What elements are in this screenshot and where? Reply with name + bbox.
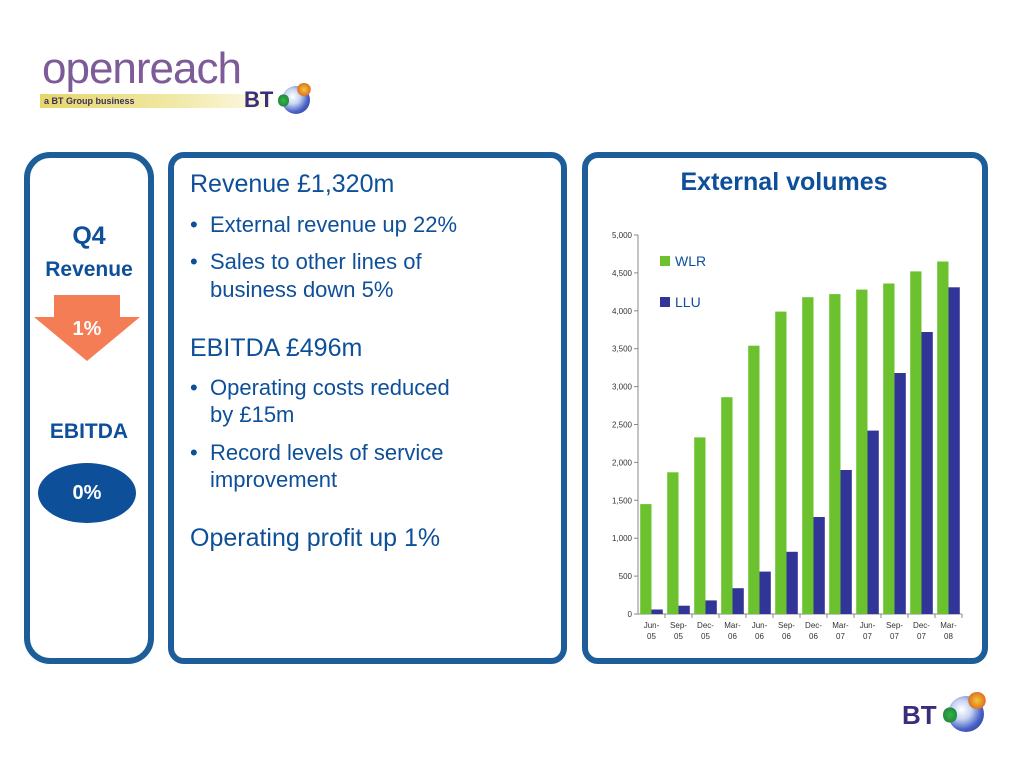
x-tick-label: Dec- (697, 621, 714, 630)
bar-wlr (667, 472, 679, 614)
bar-llu (705, 600, 717, 614)
x-tick-label: 05 (647, 632, 656, 641)
revenue-bullet-2-line-1: Sales to other lines of (210, 249, 422, 274)
chart-title: External volumes (680, 168, 888, 196)
bar-llu (786, 551, 798, 614)
external-volumes-chart: 0 500 1,000 1,500 2,000 2,500 3,000 3,500 4,000 4… (612, 231, 963, 641)
footer-bt-logo: BT (902, 692, 992, 736)
y-tick-label: 3,500 (612, 345, 633, 354)
revenue-bullet-1: External revenue up 22% (210, 212, 458, 237)
x-tick-label: 06 (809, 632, 818, 641)
footer-bt-text: BT (902, 700, 937, 730)
bar-llu (759, 571, 771, 614)
bar-wlr (802, 297, 814, 614)
ebitda-bullet-1-line-2: by £15m (210, 402, 295, 427)
bar-llu (840, 470, 852, 614)
bar-llu (894, 373, 906, 614)
ebitda-bullet-2-line-1: Record levels of service (210, 440, 444, 465)
x-tick-label: 05 (674, 632, 683, 641)
x-tick-label: 06 (728, 632, 737, 641)
footer-bt-globe-icon (942, 692, 986, 732)
ebitda-change-badge: 0% (38, 463, 136, 523)
x-tick-label: 07 (917, 632, 926, 641)
bullet-dot: • (190, 375, 198, 400)
q4-period-label: Q4 (72, 222, 106, 250)
x-tick-label: 05 (701, 632, 710, 641)
x-tick-label: Sep- (670, 621, 687, 630)
x-tick-label: Jun- (752, 621, 768, 630)
bullet-dot: • (190, 212, 198, 237)
x-tick-label: Mar- (940, 621, 957, 630)
y-tick-label: 3,000 (612, 383, 633, 392)
legend-swatch-wlr (660, 256, 670, 266)
y-tick-label: 5,000 (612, 231, 633, 240)
y-tick-label: 1,500 (612, 496, 633, 505)
x-tick-label: Sep- (886, 621, 903, 630)
bar-wlr (829, 294, 841, 614)
bar-llu (867, 430, 879, 614)
bar-llu (948, 287, 960, 614)
bar-llu (813, 517, 825, 614)
x-tick-label: 08 (944, 632, 953, 641)
x-tick-label: Dec- (913, 621, 930, 630)
x-tick-label: 07 (863, 632, 872, 641)
operating-profit-line: Operating profit up 1% (190, 524, 441, 552)
bar-wlr (775, 311, 787, 614)
bar-wlr (883, 283, 895, 614)
y-tick-label: 2,000 (612, 458, 633, 467)
ebitda-change: 0% (72, 482, 102, 504)
q4-panel (24, 152, 154, 664)
x-tick-label: Mar- (724, 621, 741, 630)
revenue-heading: Revenue £1,320m (190, 170, 395, 198)
bar-llu (651, 609, 663, 614)
logo-bt-text: BT (244, 87, 274, 112)
bar-wlr (694, 437, 706, 614)
x-tick-label: Mar- (832, 621, 849, 630)
x-tick-label: 07 (890, 632, 899, 641)
bullet-dot: • (190, 249, 198, 274)
ebitda-bullet-1-line-1: Operating costs reduced (210, 375, 450, 400)
ebitda-label: EBITDA (49, 420, 129, 443)
bar-llu (732, 588, 744, 614)
revenue-label: Revenue (45, 258, 133, 281)
y-tick-label: 500 (619, 572, 633, 581)
bar-wlr (748, 345, 760, 614)
bt-globe-icon (277, 83, 312, 114)
ebitda-bullet-2-line-2: improvement (210, 467, 338, 492)
logo-wordmark: openreach (42, 44, 242, 93)
x-tick-label: Sep- (778, 621, 795, 630)
y-tick-label: 4,000 (612, 307, 633, 316)
bar-wlr (937, 261, 949, 614)
legend-label-wlr: WLR (675, 253, 706, 269)
bar-llu (678, 605, 690, 614)
down-arrow-icon (34, 295, 140, 361)
bar-wlr (640, 504, 652, 614)
y-tick-label: 2,500 (612, 421, 633, 430)
bar-llu (921, 332, 933, 614)
logo-tagline: a BT Group business (44, 96, 135, 106)
x-tick-label: Jun- (644, 621, 660, 630)
x-tick-label: 06 (755, 632, 764, 641)
openreach-logo: openreach a BT Group business BT (38, 44, 328, 116)
bar-wlr (910, 271, 922, 614)
x-tick-label: 07 (836, 632, 845, 641)
legend-label-llu: LLU (675, 294, 701, 310)
x-tick-label: Jun- (860, 621, 876, 630)
logo-band (40, 94, 270, 108)
y-tick-label: 1,000 (612, 534, 633, 543)
y-tick-label: 0 (628, 610, 633, 619)
financials-panel (168, 152, 567, 664)
bullet-dot: • (190, 440, 198, 465)
x-tick-label: Dec- (805, 621, 822, 630)
revenue-change: 1% (72, 318, 102, 340)
y-tick-label: 4,500 (612, 269, 633, 278)
bar-wlr (721, 397, 733, 614)
bar-wlr (856, 289, 868, 614)
revenue-bullet-2-line-2: business down 5% (210, 277, 394, 302)
ebitda-heading: EBITDA £496m (190, 334, 363, 362)
legend-swatch-llu (660, 297, 670, 307)
x-tick-label: 06 (782, 632, 791, 641)
